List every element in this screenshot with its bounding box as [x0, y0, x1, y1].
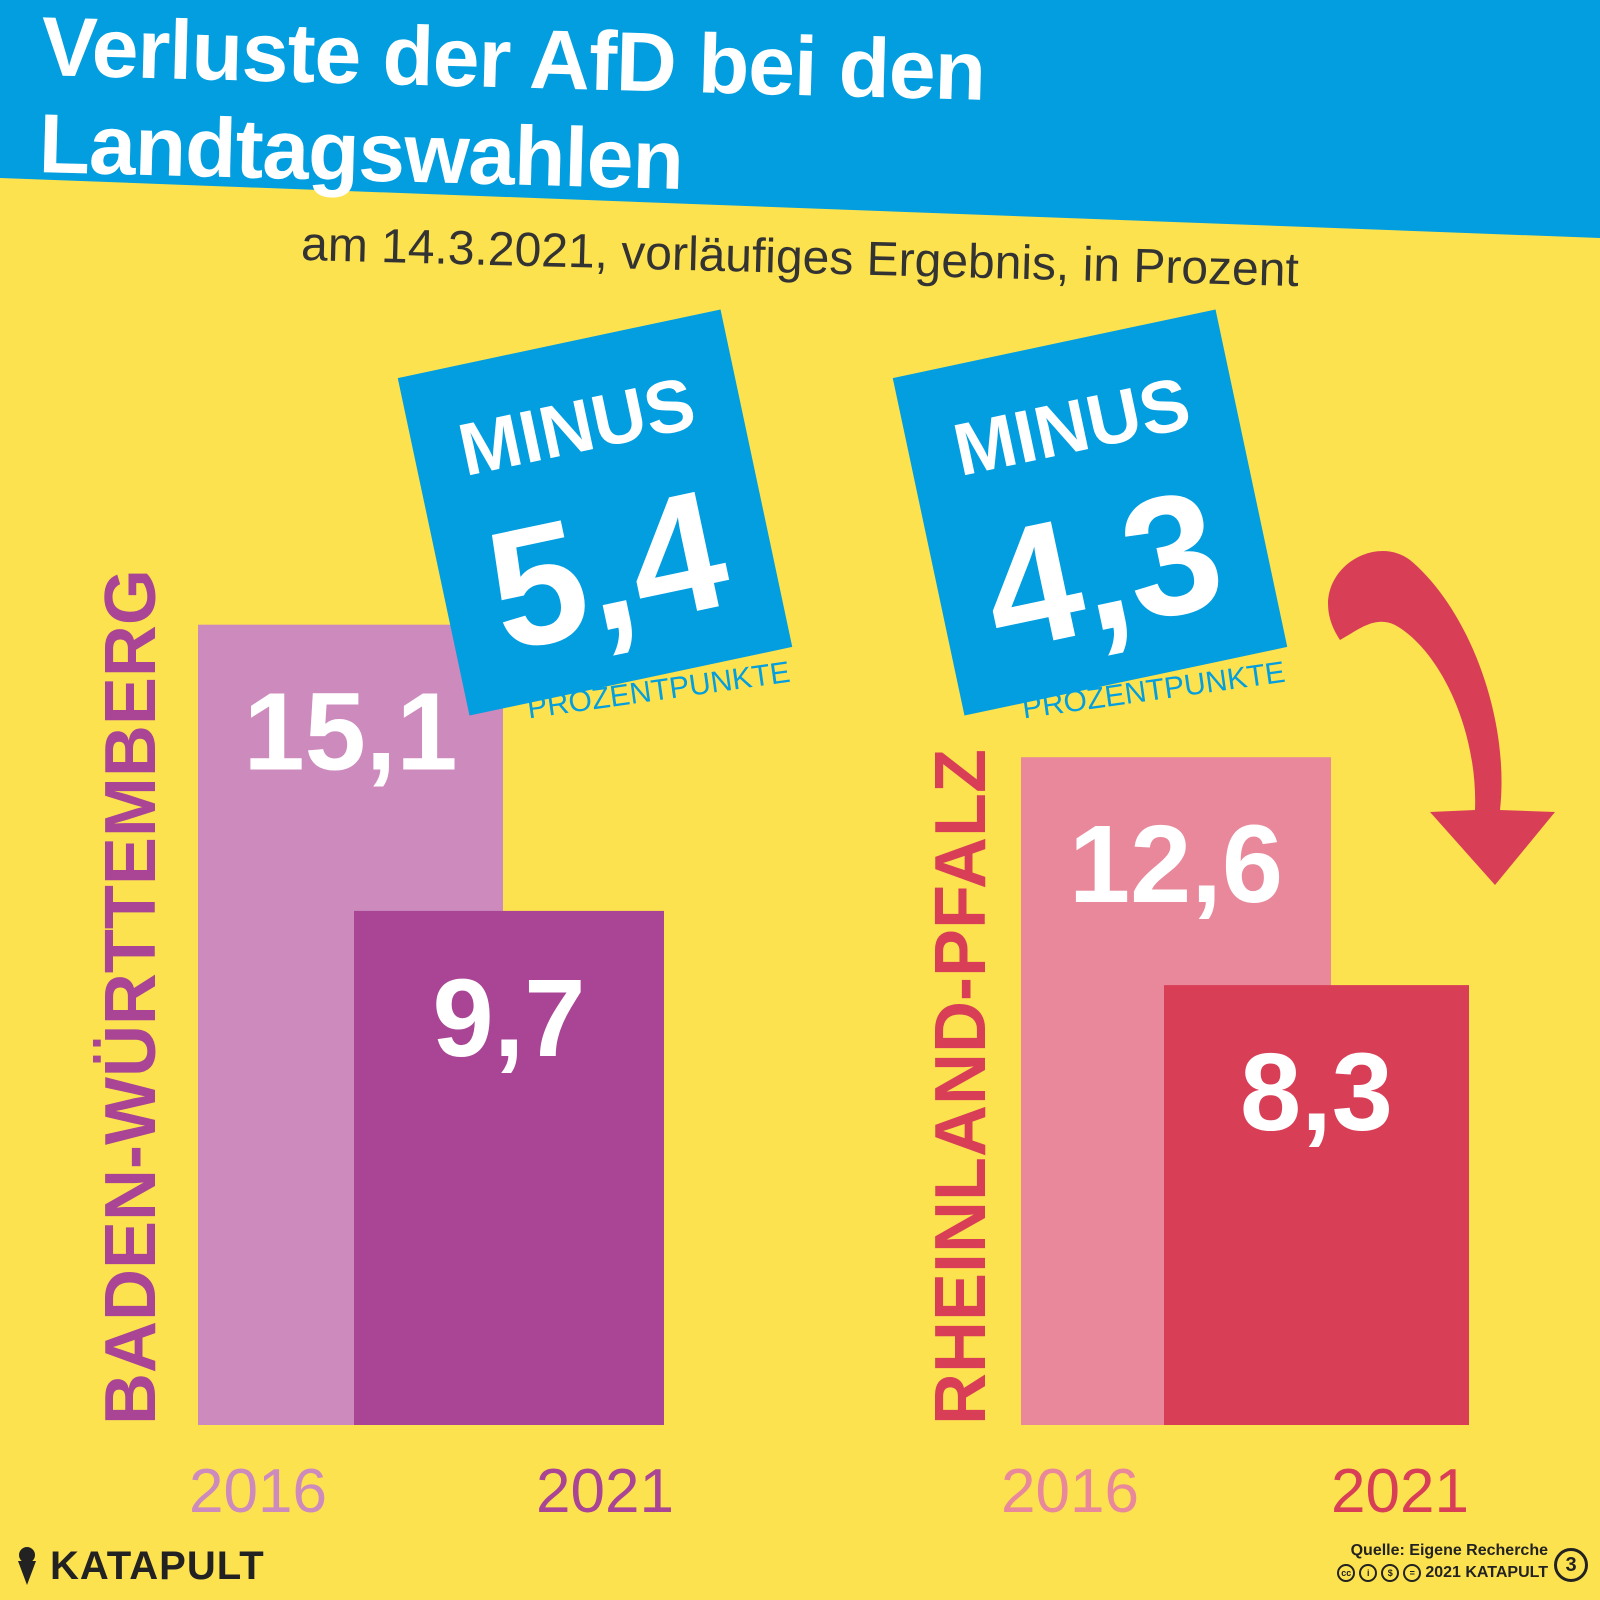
- katapult-icon: [18, 1547, 36, 1585]
- brand-logo: KATAPULT: [14, 1540, 265, 1592]
- copyright-text: 2021 KATAPULT: [1425, 1564, 1548, 1581]
- bar-rp-2021: [1164, 985, 1469, 1425]
- down-arrow-icon: [1328, 551, 1555, 885]
- year-label-bw-2016: 2016: [189, 1457, 327, 1526]
- chart-title: Verluste der AfD bei den Landtagswahlen: [37, 0, 987, 207]
- cc-icon: cc: [1337, 1564, 1356, 1582]
- brand-name: KATAPULT: [50, 1543, 265, 1588]
- year-label-bw-2021: 2021: [536, 1457, 674, 1526]
- title-banner: [0, 0, 1600, 238]
- year-label-rp-2021: 2021: [1331, 1457, 1469, 1526]
- value-label-rp-2021: 8,3: [1240, 1031, 1393, 1154]
- value-label-bw-2021: 9,7: [433, 957, 586, 1080]
- source-note: Quelle: Eigene Recherche cc i $ = 2021 K…: [1337, 1540, 1548, 1584]
- group-label-rp: RHEINLAND-PFALZ: [921, 749, 1001, 1425]
- value-label-bw-2016: 15,1: [243, 671, 457, 794]
- license-row: cc i $ = 2021 KATAPULT: [1337, 1562, 1548, 1584]
- by-icon: i: [1359, 1564, 1378, 1582]
- bar-bw-2021: [354, 910, 664, 1425]
- value-label-rp-2016: 12,6: [1069, 803, 1283, 926]
- nd-icon: =: [1403, 1564, 1422, 1582]
- source-text: Quelle: Eigene Recherche: [1350, 1542, 1548, 1559]
- year-label-rp-2016: 2016: [1001, 1457, 1139, 1526]
- issue-badge: 3: [1554, 1548, 1588, 1582]
- group-label-bw: BADEN-WÜRTTEMBERG: [91, 569, 171, 1425]
- change-box-bg-rp: [892, 309, 1288, 716]
- change-box-bg-bw: [397, 309, 793, 716]
- nc-icon: $: [1381, 1564, 1400, 1582]
